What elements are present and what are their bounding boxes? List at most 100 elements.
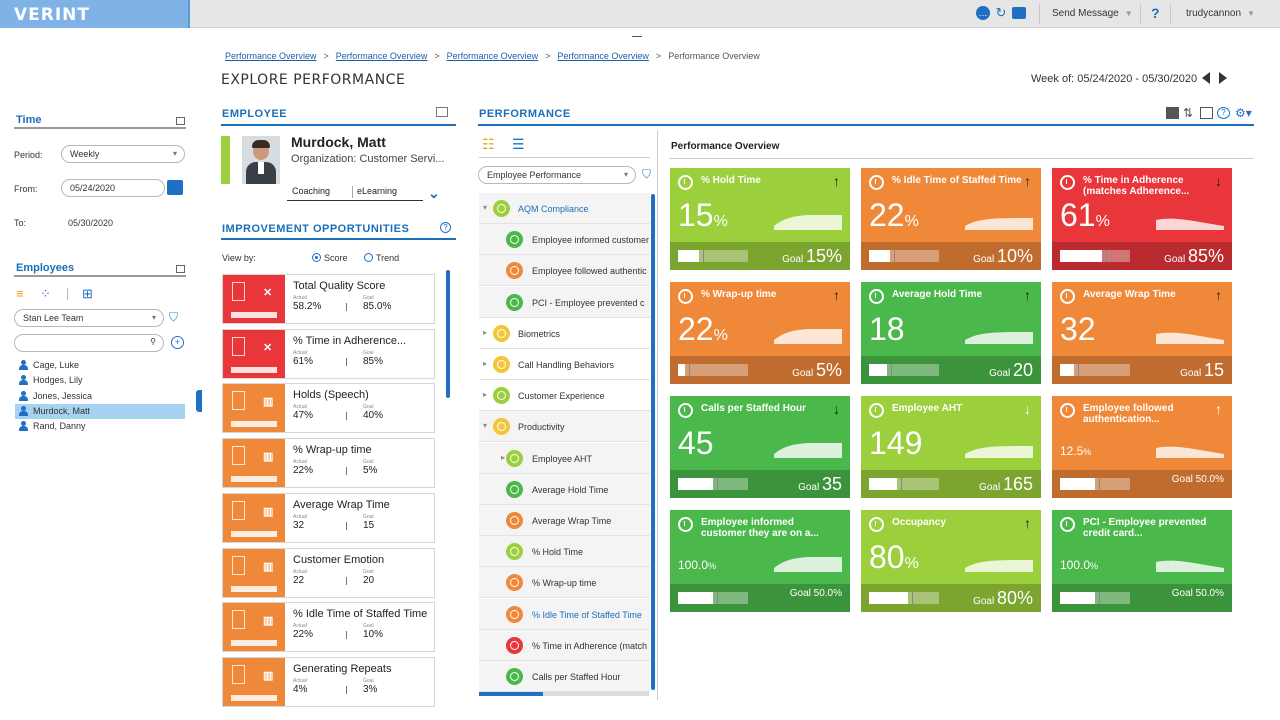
from-date-input[interactable]: 05/24/2020	[61, 179, 165, 197]
help-icon[interactable]: ?	[1217, 107, 1230, 119]
kpi-tile[interactable]: % Time in Adherence (matches Adherence..…	[1052, 168, 1232, 270]
employee-list-item[interactable]: Jones, Jessica	[15, 389, 185, 404]
filter-icon[interactable]: ⛉	[169, 310, 179, 324]
improvement-item[interactable]: ▥ % Wrap-up time Actual Goal 22% 5%	[222, 438, 435, 489]
user-menu[interactable]: trudycannon ▼	[1186, 8, 1255, 19]
tree-item[interactable]: Average Hold Time	[479, 473, 650, 505]
kpi-tile[interactable]: Employee AHT ↓ 149 Goal 165	[861, 396, 1041, 498]
performance-view-select[interactable]: Employee Performance ▾	[478, 166, 636, 184]
improvement-item[interactable]: ▥ Holds (Speech) Actual Goal 47% 40%	[222, 383, 435, 434]
grid-view-icon[interactable]	[1166, 107, 1179, 119]
kpi-tile[interactable]: Calls per Staffed Hour ↓ 45 Goal 35	[670, 396, 850, 498]
goal-value: 20	[1012, 360, 1033, 380]
team-select[interactable]: Stan Lee Team ▾	[14, 309, 164, 327]
tree-item[interactable]: Employee followed authentic	[479, 255, 650, 287]
expand-icon[interactable]: ▸	[483, 359, 488, 368]
verint-logo[interactable]: VERINT	[0, 0, 190, 28]
tree-item[interactable]: % Idle Time of Staffed Time	[479, 598, 650, 630]
scrollbar[interactable]	[651, 194, 655, 690]
tree-item[interactable]: ▸ Employee AHT	[479, 442, 650, 474]
tree-item[interactable]: ▸ Biometrics	[479, 317, 650, 349]
chat-icon[interactable]: …	[976, 6, 990, 20]
tree-item[interactable]: Employee informed customer	[479, 224, 650, 256]
expand-icon[interactable]: ▸	[483, 327, 488, 337]
expand-icon[interactable]: ▾	[483, 421, 488, 431]
add-icon[interactable]: +	[171, 336, 184, 349]
breadcrumb-link[interactable]: Performance Overview	[225, 51, 317, 61]
breadcrumb-link[interactable]: Performance Overview	[335, 51, 428, 61]
popout-icon[interactable]	[436, 107, 448, 117]
horizontal-scrollbar[interactable]	[479, 692, 649, 696]
improvement-item[interactable]: ✕ Total Quality Score Actual Goal 58.2% 85.0%	[222, 274, 435, 324]
filter-icon[interactable]: ⛉	[642, 167, 652, 181]
kpi-tile[interactable]: Employee followed authentication... ↑ 12.5…	[1052, 396, 1232, 498]
employee-list-item[interactable]: Rand, Danny	[15, 419, 185, 434]
tree-item[interactable]: Calls per Staffed Hour	[479, 661, 650, 692]
scrollbar[interactable]	[446, 270, 450, 398]
employee-list-item[interactable]: Hodges, Lily	[15, 373, 185, 388]
kpi-tile[interactable]: Employee informed customer they are on a…	[670, 510, 850, 612]
tab-elearning[interactable]: eLearning	[357, 186, 398, 196]
employee-search-input[interactable]: ⚲	[14, 334, 164, 352]
view-by-trend-radio[interactable]: Trend	[364, 253, 399, 263]
refresh-icon[interactable]: ↻	[995, 5, 1007, 20]
goal-label: Goal	[989, 368, 1011, 379]
view-by-score-radio[interactable]: Score	[312, 253, 348, 263]
actual-label: Actual	[293, 623, 307, 630]
tree-view-icon[interactable]: ☷	[482, 136, 495, 152]
drag-handle[interactable]	[632, 36, 642, 37]
period-select[interactable]: Weekly ▾	[61, 145, 185, 163]
minimize-icon[interactable]	[176, 265, 185, 273]
tree-item[interactable]: ▾ Productivity	[479, 411, 650, 443]
hierarchy-icon[interactable]: ⁘	[40, 286, 51, 301]
tree-item[interactable]: % Hold Time	[479, 536, 650, 568]
tree-label: Average Hold Time	[532, 484, 609, 495]
kpi-tile[interactable]: Occupancy ↑ 80% Goal 80%	[861, 510, 1041, 612]
tree-item[interactable]: % Wrap-up time	[479, 567, 650, 599]
table-icon[interactable]	[1200, 107, 1213, 119]
tree-item[interactable]: ▾ AQM Compliance	[479, 193, 650, 224]
tree-item[interactable]: Average Wrap Time	[479, 505, 650, 536]
tab-coaching[interactable]: Coaching	[292, 186, 331, 196]
employee-list-item[interactable]: Cage, Luke	[15, 358, 185, 373]
improvement-item[interactable]: ✕ % Time in Adherence... Actual Goal 61% 85%	[222, 328, 435, 379]
previous-week-icon[interactable]	[1202, 72, 1210, 84]
breadcrumb-link[interactable]: Performance Overview	[446, 51, 539, 61]
settings-icon[interactable]: ⚙▾	[1235, 106, 1252, 120]
expand-icon[interactable]: ▾	[483, 203, 488, 212]
kpi-tile[interactable]: PCI - Employee prevented credit card... 1…	[1052, 510, 1232, 612]
kpi-tile[interactable]: % Hold Time ↑ 15% Goal 15%	[670, 168, 850, 270]
print-icon[interactable]	[1012, 7, 1026, 19]
tree-item[interactable]: ▸ Call Handling Behaviors	[479, 349, 650, 380]
chevron-down-icon[interactable]: ⌄	[428, 185, 440, 201]
improvement-item[interactable]: ▥ Customer Emotion Actual Goal 22 20	[222, 547, 435, 598]
list-view-icon[interactable]: ☰	[512, 136, 525, 152]
tree-item[interactable]: ▸ Customer Experience	[479, 380, 650, 412]
panel-collapse-handle[interactable]	[196, 390, 202, 412]
improvement-item[interactable]: ▥ % Idle Time of Staffed Time Actual Goal 22…	[222, 602, 435, 653]
kpi-tile[interactable]: Average Wrap Time ↑ 32 Goal 15	[1052, 282, 1232, 384]
tree-item[interactable]: % Time in Adherence (match	[479, 629, 650, 661]
calendar-icon[interactable]	[167, 180, 183, 195]
send-message-menu[interactable]: Send Message ▼	[1052, 8, 1133, 19]
help-icon[interactable]: ?	[440, 222, 451, 233]
employee-list-item[interactable]: Murdock, Matt	[15, 403, 185, 419]
sort-icon[interactable]: ⇅	[1183, 106, 1194, 120]
org-chart-icon[interactable]: ⊞	[82, 286, 93, 301]
kpi-tile[interactable]: % Idle Time of Staffed Time ↑ 22% Goal 10%	[861, 168, 1041, 270]
improvement-item[interactable]: ▥ Average Wrap Time Actual Goal 32 15	[222, 492, 435, 543]
improvement-item[interactable]: ▥ Generating Repeats Actual Goal 4% 3%	[222, 656, 435, 707]
tree-item[interactable]: PCI - Employee prevented c	[479, 286, 650, 318]
breadcrumb-link[interactable]: Performance Overview	[557, 51, 649, 61]
sparkline-area	[774, 329, 842, 344]
kpi-tile[interactable]: % Wrap-up time ↑ 22% Goal 5%	[670, 282, 850, 384]
progress-fill	[678, 250, 699, 262]
list-view-icon[interactable]: ≡	[16, 286, 24, 301]
expand-icon[interactable]: ▸	[483, 390, 488, 400]
next-week-icon[interactable]	[1219, 72, 1227, 84]
progress-bar	[231, 476, 277, 483]
expand-icon[interactable]: ▸	[501, 452, 506, 462]
help-icon[interactable]: ?	[1151, 5, 1160, 21]
minimize-icon[interactable]	[176, 117, 185, 125]
kpi-tile[interactable]: Average Hold Time ↑ 18 Goal 20	[861, 282, 1041, 384]
